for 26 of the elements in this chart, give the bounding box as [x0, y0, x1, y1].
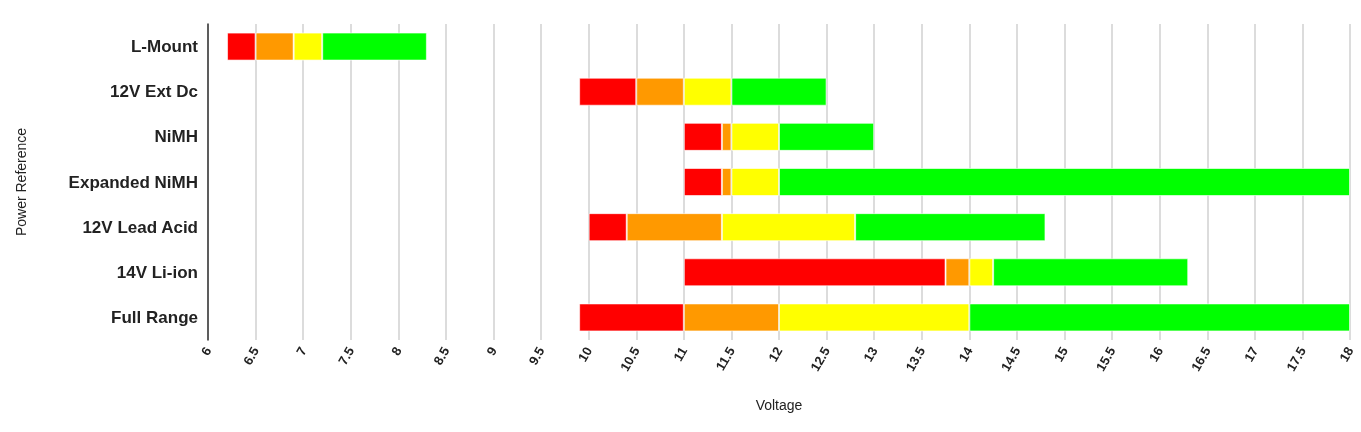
- x-tick-label: 9: [483, 344, 500, 359]
- x-tick-label: 8.5: [430, 344, 453, 368]
- x-tick-label: 6.5: [240, 344, 263, 368]
- x-tick-label: 6: [197, 344, 215, 359]
- y-axis-title: Power Reference: [13, 127, 29, 237]
- y-tick-label: 12V Ext Dc: [110, 82, 198, 102]
- x-tick-label: 18: [1336, 344, 1357, 365]
- y-tick-label: Expanded NiMH: [68, 172, 198, 192]
- x-tick-label: 10: [574, 344, 596, 365]
- x-tick-label: 15: [1050, 344, 1071, 365]
- x-tick-label: 17: [1241, 344, 1262, 365]
- x-axis-title: Voltage: [755, 397, 803, 413]
- y-tick-label: Full Range: [111, 307, 198, 327]
- y-tick-label: 12V Lead Acid: [82, 217, 198, 237]
- x-tick-label: 16: [1145, 344, 1167, 365]
- x-tick-label: 13: [860, 344, 881, 365]
- y-tick-label: NiMH: [154, 127, 198, 147]
- x-tick-label: 8: [388, 344, 405, 359]
- x-tick-label: 14: [955, 343, 977, 365]
- x-tick-label: 11: [670, 344, 691, 364]
- y-tick-label: 14V Li-ion: [116, 262, 198, 282]
- x-tick-label: 9.5: [525, 344, 548, 368]
- y-tick-label: L-Mount: [130, 37, 199, 57]
- x-tick-label: 12: [765, 344, 786, 365]
- x-tick-label: 7.5: [335, 344, 358, 368]
- x-tick-label: 7: [293, 344, 310, 359]
